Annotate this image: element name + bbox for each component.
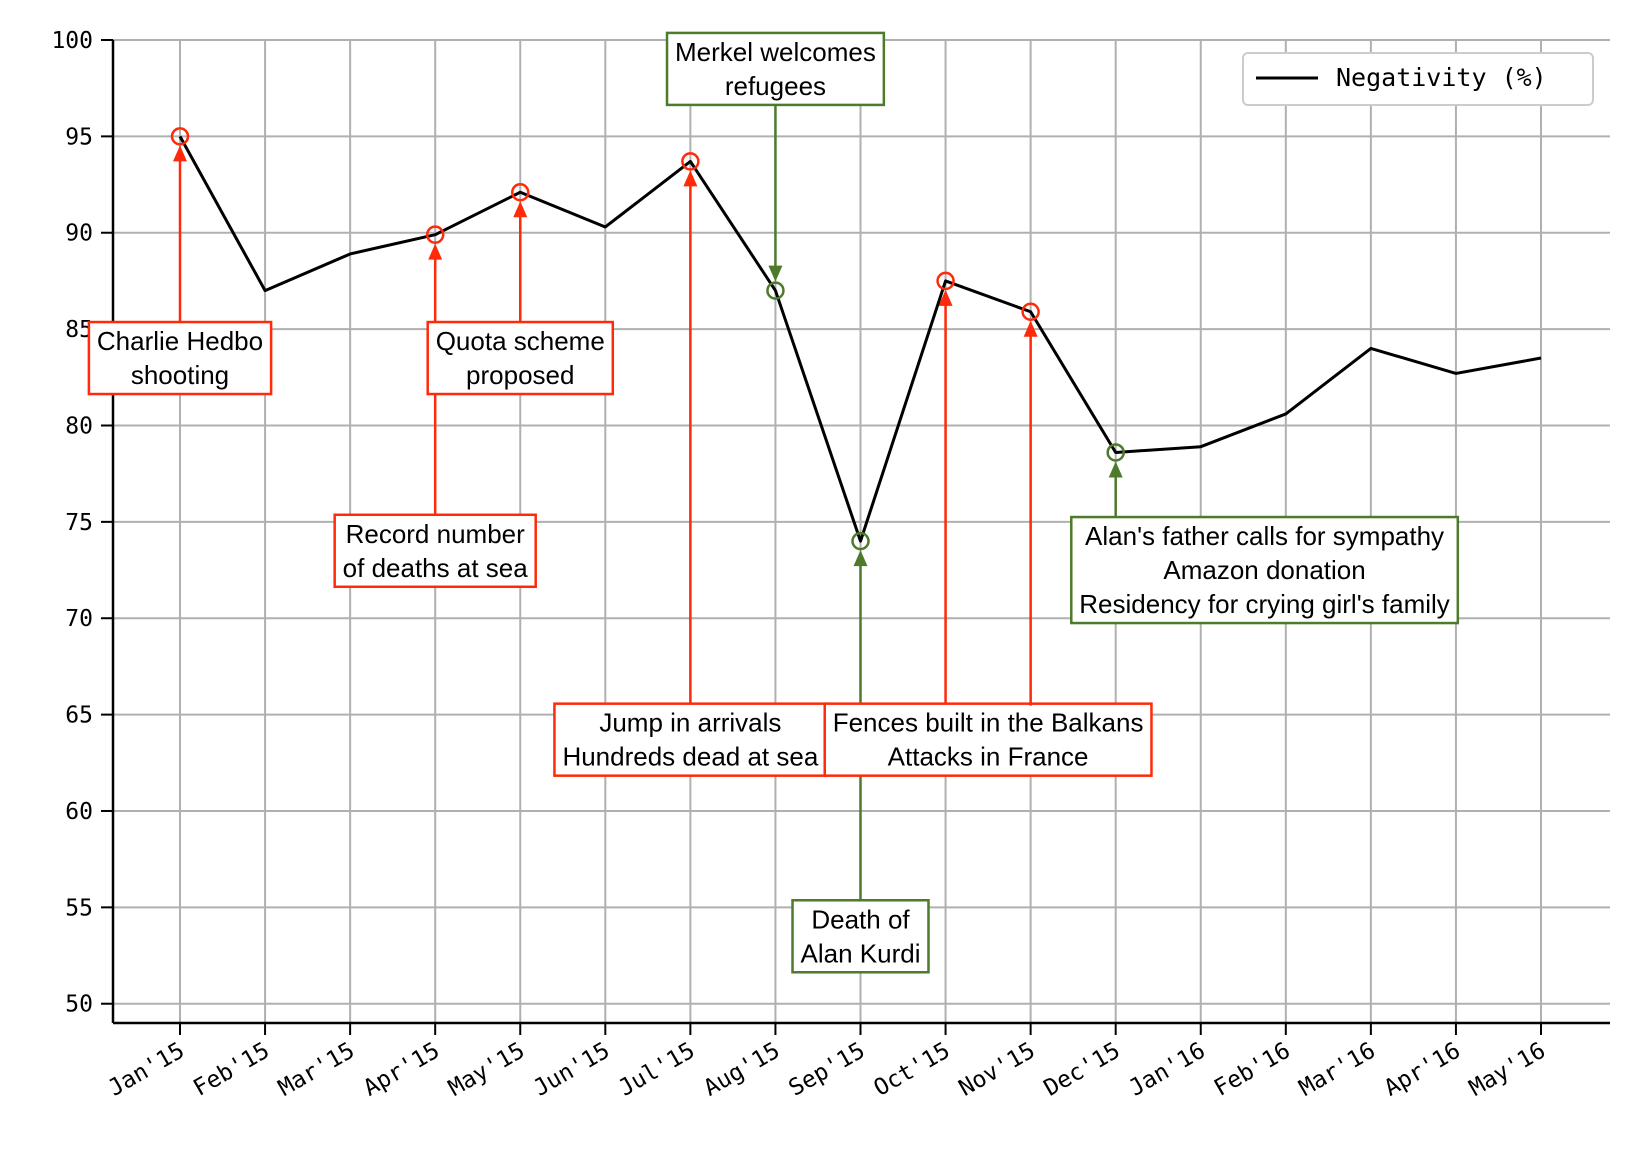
y-tick-label: 95 <box>65 124 93 150</box>
event-marker <box>425 225 445 244</box>
annotation-box <box>553 702 828 777</box>
x-axis-ticks: Jan'15 Feb'15 Mar'15 Apr'15 May'15 Jun'15 Jul'… <box>104 1023 1550 1102</box>
event-markers <box>170 127 1125 551</box>
y-tick-label: 60 <box>65 799 93 825</box>
annotation-text: refugees <box>725 71 826 101</box>
x-tick-label: Jan'15 <box>104 1038 189 1102</box>
event-marker <box>766 281 785 300</box>
annotation-arrowhead <box>768 265 783 282</box>
y-tick-label: 80 <box>65 413 93 439</box>
x-tick-label: Aug'15 <box>699 1038 784 1102</box>
annotation: Charlie Hedbo shooting <box>87 320 273 396</box>
y-tick-label: 90 <box>65 221 93 247</box>
annotation: Merkel welcomes refugees <box>665 31 886 107</box>
event-marker <box>936 271 955 291</box>
event-annotations: Charlie Hedbo shooting Record number of dea… <box>87 31 1460 974</box>
y-tick-label: 50 <box>65 992 93 1018</box>
x-tick-label: Nov'15 <box>955 1038 1040 1102</box>
annotation-arrowhead <box>428 243 443 260</box>
legend-box <box>1242 52 1594 106</box>
x-tick-label: Apr'16 <box>1380 1038 1465 1102</box>
annotation-text: Residency for crying girl's family <box>1079 589 1450 619</box>
event-marker <box>1106 443 1125 462</box>
annotation: Fences built in the Balkans Attacks in Fr… <box>823 702 1153 777</box>
x-tick-label: Jul'15 <box>614 1038 699 1102</box>
y-tick-label: 65 <box>65 703 93 729</box>
x-tick-label: May'16 <box>1465 1038 1550 1102</box>
annotation: Quota scheme proposed <box>426 320 615 396</box>
annotation: Alan's father calls for sympathy Amazon d… <box>1070 515 1460 625</box>
x-tick-label: Dec'15 <box>1040 1038 1125 1102</box>
x-tick-label: Feb'16 <box>1210 1038 1295 1102</box>
event-marker <box>170 127 190 146</box>
x-tick-label: Jan'16 <box>1125 1038 1210 1102</box>
annotation-text: Alan Kurdi <box>801 938 921 968</box>
annotation-text: Quota scheme <box>436 326 605 356</box>
x-tick-label: May'15 <box>444 1038 529 1102</box>
legend: Negativity (%) <box>1242 52 1594 106</box>
y-tick-label: 75 <box>65 510 93 536</box>
event-marker <box>511 183 530 202</box>
annotation-text: Jump in arrivals <box>599 708 781 738</box>
y-tick-label: 100 <box>51 28 93 54</box>
annotation-text: Amazon donation <box>1163 555 1365 585</box>
annotation-box <box>426 320 615 396</box>
series-line <box>178 135 1542 543</box>
annotation-box <box>823 702 1153 777</box>
x-tick-label: Mar'15 <box>274 1038 359 1102</box>
annotation-arrowhead <box>513 201 528 218</box>
x-tick-label: Apr'15 <box>359 1038 444 1102</box>
annotation-text: Attacks in France <box>888 742 1089 772</box>
annotation-box <box>1070 515 1460 625</box>
annotation-arrowhead <box>173 145 187 162</box>
event-marker <box>681 152 700 171</box>
annotation-text: Hundreds dead at sea <box>562 742 818 772</box>
annotation: Jump in arrivals Hundreds dead at sea <box>553 702 828 777</box>
annotation-text: Alan's father calls for sympathy <box>1085 521 1444 551</box>
annotation-arrowhead <box>853 550 868 567</box>
annotation-text: proposed <box>466 360 574 390</box>
annotation-text: Record number <box>346 519 526 549</box>
annotation-text: shooting <box>131 360 229 390</box>
x-tick-label: Oct'15 <box>870 1038 955 1102</box>
annotation-text: of deaths at sea <box>343 553 529 583</box>
y-tick-label: 55 <box>65 895 93 921</box>
annotation: Death of Alan Kurdi <box>791 899 930 974</box>
event-marker <box>1021 302 1040 322</box>
annotation-arrowhead <box>683 170 698 187</box>
series-negativity <box>178 135 1542 543</box>
legend-label: Negativity (%) <box>1336 63 1547 92</box>
x-tick-label: Mar'16 <box>1295 1038 1380 1102</box>
x-tick-label: Feb'15 <box>189 1038 274 1102</box>
x-tick-label: Jun'15 <box>529 1038 614 1102</box>
annotation-text: Death of <box>811 904 910 934</box>
annotation-arrowhead <box>938 289 953 306</box>
annotation: Record number of deaths at sea <box>333 513 537 589</box>
x-tick-label: Sep'15 <box>785 1038 870 1102</box>
annotation-box <box>791 899 930 974</box>
event-marker <box>851 531 870 551</box>
annotation-text: Fences built in the Balkans <box>833 708 1144 738</box>
annotation-arrowhead <box>1023 320 1038 337</box>
y-tick-label: 70 <box>65 606 93 632</box>
annotation-text: Merkel welcomes <box>675 37 876 67</box>
annotation-text: Charlie Hedbo <box>97 326 263 356</box>
annotation-arrowhead <box>1108 461 1123 478</box>
